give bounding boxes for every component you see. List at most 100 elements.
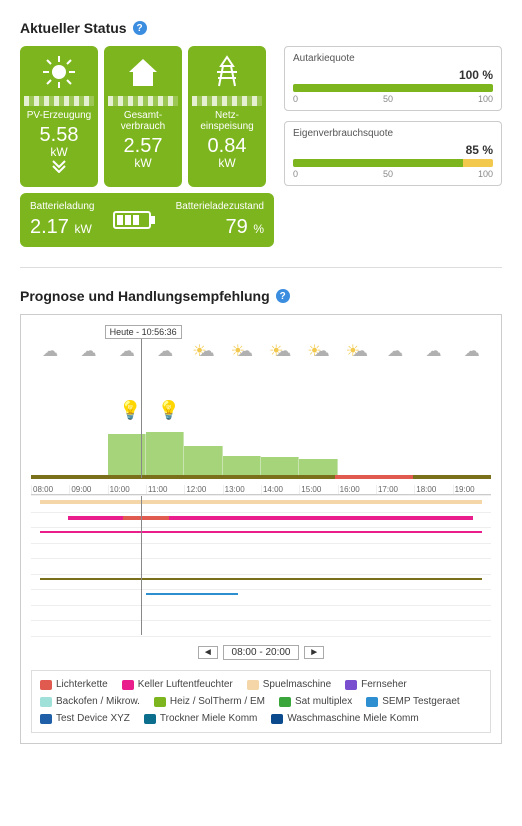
bulb-icon: 💡 [119, 400, 141, 421]
tick: 50 [383, 169, 393, 179]
range-next-button[interactable]: ► [304, 646, 324, 659]
time-tick: 16:00 [338, 485, 376, 494]
pv-label: PV-Erzeugung [24, 110, 94, 121]
now-line [141, 496, 142, 635]
legend-item: SEMP Testgeraet [366, 696, 459, 707]
legend-label: Keller Luftentfeuchter [138, 679, 233, 690]
help-icon[interactable]: ? [276, 289, 290, 303]
cons-unit: kW [108, 156, 178, 170]
gantt-bar [40, 531, 482, 533]
selfcons-rest [463, 159, 493, 167]
tick: 0 [293, 169, 298, 179]
pv-value: 5.58 [40, 124, 79, 146]
batt-charge-unit: kW [75, 222, 92, 236]
legend-swatch [154, 697, 166, 707]
selfcons-label: Eigenverbrauchsquote [293, 128, 493, 139]
now-line [141, 325, 142, 478]
legend-label: Spuelmaschine [263, 679, 331, 690]
forecast-title: Prognose und Handlungsempfehlung [20, 288, 270, 304]
tick: 0 [293, 94, 298, 104]
legend-label: Trockner Miele Komm [160, 713, 257, 724]
gantt-bar [40, 578, 482, 580]
legend-item: Test Device XYZ [40, 713, 130, 724]
range-prev-button[interactable]: ◄ [198, 646, 218, 659]
pv-tile: PV-Erzeugung 5.58 kW [20, 46, 98, 187]
time-axis: 08:0009:0010:0011:0012:0013:0014:0015:00… [31, 485, 491, 494]
time-tick: 09:00 [69, 485, 107, 494]
grid-value: 0.84 [208, 135, 247, 157]
batt-soc-label: Batterieladezustand [176, 201, 264, 212]
legend-swatch [247, 680, 259, 690]
base-track [31, 475, 491, 479]
gantt-bar [40, 500, 482, 504]
grid-label: Netz- einspeisung [192, 110, 262, 132]
quota-column: Autarkiequote 100 % 050100 Eigenverbrauc… [284, 46, 502, 186]
legend-item: Spuelmaschine [247, 679, 331, 690]
legend-swatch [366, 697, 378, 707]
cons-tile: Gesamt- verbrauch 2.57 kW [104, 46, 182, 187]
forecast-bar [146, 432, 184, 478]
cons-value: 2.57 [124, 135, 163, 157]
time-tick: 13:00 [223, 485, 261, 494]
legend-swatch [40, 680, 52, 690]
cons-label: Gesamt- verbrauch [108, 110, 178, 132]
autarky-quota: Autarkiequote 100 % 050100 [284, 46, 502, 111]
weather-icon: ☁ [80, 343, 96, 360]
now-label: Heute - 10:56:36 [105, 325, 182, 339]
status-title: Aktueller Status [20, 20, 127, 36]
pv-unit: kW [24, 145, 94, 159]
time-tick: 15:00 [299, 485, 337, 494]
batt-soc-unit: % [253, 222, 264, 236]
time-tick: 19:00 [453, 485, 491, 494]
tick: 50 [383, 94, 393, 104]
batt-charge-label: Batterieladung [30, 201, 95, 212]
weather-icon: ☀☁ [346, 343, 368, 360]
weather-icon: ☀☁ [231, 343, 253, 360]
time-tick: 12:00 [184, 485, 222, 494]
legend-label: Waschmaschine Miele Komm [287, 713, 418, 724]
legend-swatch [144, 714, 156, 724]
weather-icon: ☁ [157, 343, 173, 360]
time-tick: 14:00 [261, 485, 299, 494]
legend-label: Heiz / SolTherm / EM [170, 696, 265, 707]
autarky-label: Autarkiequote [293, 53, 493, 64]
gantt-bar [123, 516, 169, 520]
legend-label: Backofen / Mikrow. [56, 696, 140, 707]
legend-label: Sat multiplex [295, 696, 352, 707]
legend-swatch [279, 697, 291, 707]
weather-icon: ☀☁ [269, 343, 291, 360]
time-tick: 18:00 [414, 485, 452, 494]
weather-icon: ☀☁ [192, 343, 214, 360]
legend-label: Fernseher [361, 679, 407, 690]
legend-item: Fernseher [345, 679, 407, 690]
legend-item: Keller Luftentfeuchter [122, 679, 233, 690]
forecast-bars [31, 398, 491, 478]
selfcons-quota: Eigenverbrauchsquote 85 % 050100 [284, 121, 502, 186]
legend-item: Sat multiplex [279, 696, 352, 707]
status-tiles: PV-Erzeugung 5.58 kW Gesamt- verbrauch 2… [20, 46, 274, 187]
autarky-fill [293, 84, 493, 92]
help-icon[interactable]: ? [133, 21, 147, 35]
range-label: 08:00 - 20:00 [223, 645, 300, 660]
legend-item: Trockner Miele Komm [144, 713, 257, 724]
legend-swatch [122, 680, 134, 690]
selfcons-fill [293, 159, 463, 167]
grid-tile: Netz- einspeisung 0.84 kW [188, 46, 266, 187]
forecast-bar [184, 446, 222, 478]
gantt-bar [146, 593, 238, 595]
time-tick: 08:00 [31, 485, 69, 494]
legend-item: Backofen / Mikrow. [40, 696, 140, 707]
legend-item: Waschmaschine Miele Komm [271, 713, 418, 724]
time-tick: 17:00 [376, 485, 414, 494]
weather-icon: ☁ [119, 343, 135, 360]
batt-soc-value: 79 [226, 216, 248, 238]
tick: 100 [478, 169, 493, 179]
legend-swatch [40, 697, 52, 707]
weather-row: ☁☁☁☁☀☁☀☁☀☁☀☁☀☁☁☁☁ [31, 341, 491, 361]
legend-item: Heiz / SolTherm / EM [154, 696, 265, 707]
weather-icon: ☁ [464, 343, 480, 360]
forecast-chart: Heute - 10:56:36 ☁☁☁☁☀☁☀☁☀☁☀☁☀☁☁☁☁ 08:00… [20, 314, 502, 744]
bulb-icon: 💡 [158, 400, 180, 421]
weather-icon: ☀☁ [307, 343, 329, 360]
selfcons-pct: 85 [466, 143, 479, 157]
